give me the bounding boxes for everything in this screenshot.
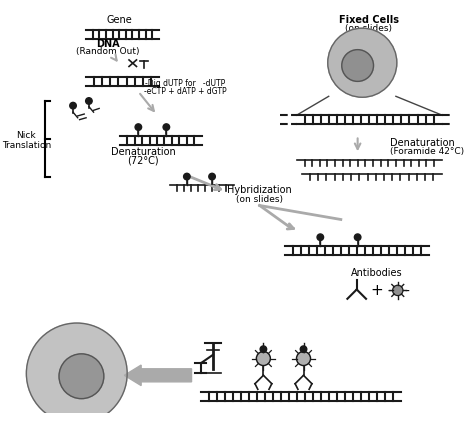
Text: Gene: Gene bbox=[107, 14, 133, 25]
Circle shape bbox=[86, 98, 92, 105]
Circle shape bbox=[342, 51, 374, 82]
Text: (on slides): (on slides) bbox=[236, 194, 283, 203]
Circle shape bbox=[209, 174, 215, 180]
Text: Fixed Cells: Fixed Cells bbox=[339, 14, 399, 25]
Text: (72°C): (72°C) bbox=[127, 155, 159, 165]
Circle shape bbox=[297, 352, 310, 366]
Circle shape bbox=[328, 29, 397, 98]
Circle shape bbox=[163, 124, 170, 131]
Text: -eCTP + dATP + dGTP: -eCTP + dATP + dGTP bbox=[144, 86, 226, 95]
FancyArrow shape bbox=[124, 365, 191, 386]
Text: -: - bbox=[387, 284, 392, 298]
Circle shape bbox=[317, 234, 324, 241]
Text: Nick
Translation: Nick Translation bbox=[2, 130, 51, 150]
Text: Hybridization: Hybridization bbox=[227, 185, 292, 195]
Text: (Random Out): (Random Out) bbox=[76, 47, 139, 56]
Circle shape bbox=[27, 323, 127, 424]
Circle shape bbox=[260, 346, 267, 353]
Circle shape bbox=[183, 174, 190, 180]
Circle shape bbox=[135, 124, 142, 131]
Text: Antibodies: Antibodies bbox=[350, 268, 402, 278]
Text: DNA: DNA bbox=[96, 39, 119, 49]
Circle shape bbox=[256, 352, 270, 366]
Circle shape bbox=[392, 285, 403, 296]
Circle shape bbox=[355, 234, 361, 241]
Text: Denaturation: Denaturation bbox=[390, 138, 455, 147]
Text: Denaturation: Denaturation bbox=[110, 147, 175, 157]
Text: -Dig dUTP for   -dUTP: -Dig dUTP for -dUTP bbox=[145, 79, 225, 88]
Circle shape bbox=[59, 354, 104, 399]
Circle shape bbox=[300, 346, 307, 353]
Circle shape bbox=[70, 103, 76, 109]
Text: -: - bbox=[405, 284, 410, 298]
Text: (on slides): (on slides) bbox=[346, 24, 392, 33]
Text: (Foramide 42°C): (Foramide 42°C) bbox=[390, 147, 465, 156]
Text: +: + bbox=[370, 282, 383, 297]
